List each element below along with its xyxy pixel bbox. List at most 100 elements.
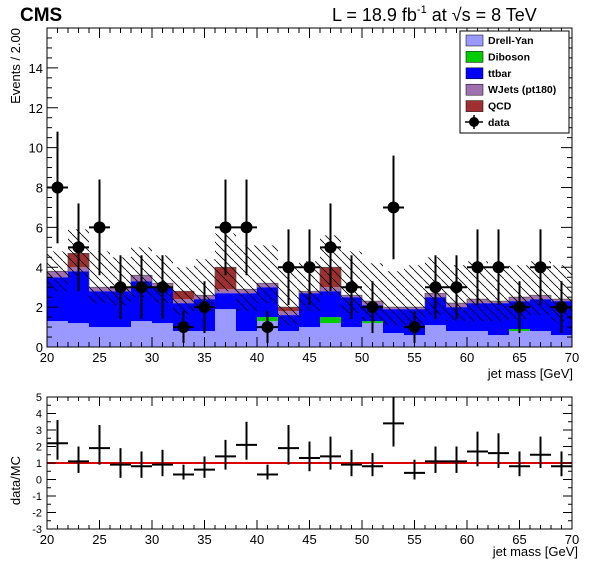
data-point [261, 321, 274, 334]
bar-segment [236, 331, 257, 347]
ratio-y-axis-label: data/MC [8, 456, 23, 505]
legend-label-drell-yan: Drell-Yan [488, 35, 534, 47]
bar-segment [551, 335, 572, 347]
ratio-x-tick-label: 35 [197, 532, 211, 547]
bar-segment [47, 321, 68, 347]
legend-label-data: data [488, 117, 510, 129]
data-point [198, 301, 211, 314]
data-point [450, 281, 463, 294]
svg-text:L = 18.9 fb-1 at √s = 8 TeV: L = 18.9 fb-1 at √s = 8 TeV [332, 4, 537, 25]
y-tick-label: 6 [36, 220, 43, 235]
bar-segment [425, 325, 446, 347]
data-point [366, 301, 379, 314]
data-point [492, 261, 505, 274]
ratio-y-tick-label: 1 [36, 458, 42, 470]
uncertainty-bin [236, 245, 257, 312]
lumi-mid: at [427, 5, 452, 25]
bar-segment [530, 331, 551, 347]
x-tick-label: 45 [302, 350, 316, 365]
legend-label-ttbar: ttbar [488, 68, 511, 80]
x-tick-label: 35 [197, 350, 211, 365]
uncertainty-bin [404, 265, 425, 326]
legend-swatch-ttbar [465, 67, 484, 80]
uncertainty-bin [173, 267, 194, 316]
x-tick-label: 30 [145, 350, 159, 365]
ratio-x-tick-label: 30 [145, 532, 159, 547]
ratio-x-axis-label: jet mass [GeV] [492, 544, 578, 559]
legend-swatch-diboson [465, 51, 484, 63]
bar-segment [383, 333, 404, 347]
bar-segment [488, 335, 509, 347]
ratio-y-tick-label: 2 [36, 442, 42, 454]
uncertainty-bin [257, 245, 278, 304]
bar-segment [131, 321, 152, 347]
ratio-x-tick-label: 50 [355, 532, 369, 547]
ratio-x-tick-label: 25 [92, 532, 106, 547]
ratio-x-tick-label: 20 [40, 532, 54, 547]
ratio-x-tick-label: 40 [250, 532, 264, 547]
x-tick-label: 40 [250, 350, 264, 365]
data-point [219, 221, 232, 234]
y-tick-label: 14 [29, 61, 43, 76]
bar-segment [278, 331, 299, 347]
ratio-y-tick-label: 4 [36, 409, 42, 421]
y-tick-label: 8 [36, 181, 43, 196]
data-point [513, 301, 526, 314]
data-points [47, 131, 572, 344]
uncertainty-bin [89, 251, 110, 304]
experiment-label: CMS [20, 5, 62, 26]
legend-swatch-qcd [465, 100, 484, 112]
lumi-label: L = 18.9 fb-1 at √s = 8 TeV [332, 4, 537, 25]
bar-segment [68, 271, 89, 324]
ratio-y-tick-label: -2 [32, 508, 42, 520]
data-point [135, 281, 148, 294]
lumi-prefix: L = 18.9 fb [332, 5, 417, 25]
ratio-x-tick-label: 55 [407, 532, 421, 547]
bar-segment [215, 309, 236, 347]
legend-box [459, 30, 570, 134]
main-axes-ticks: 20 25 30 35 40 45 50 55 60 65 70 0 2 4 6 8 10 12 14 [29, 27, 579, 365]
ratio-y-tick-label: -1 [32, 491, 42, 503]
y-tick-label: 10 [29, 141, 43, 156]
ratio-x-tick-label: 70 [565, 532, 579, 547]
bar-segment [467, 331, 488, 347]
legend-label-wjets-pt180: WJets (pt180) [488, 84, 556, 96]
bar-segment [215, 293, 236, 310]
ratio-y-tick-label: -3 [32, 524, 42, 536]
x-tick-label: 70 [565, 350, 579, 365]
x-tick-label: 50 [355, 350, 369, 365]
data-point [429, 281, 442, 294]
legend-label-diboson: Diboson [488, 51, 530, 63]
ratio-y-tick-label: 5 [36, 392, 42, 404]
bar-segment [110, 327, 131, 347]
bar-segment [68, 323, 89, 347]
main-x-axis-label: jet mass [GeV] [487, 366, 573, 381]
bar-segment [362, 323, 383, 347]
ratio-y-tick-label: 3 [36, 425, 42, 437]
x-tick-label: 65 [512, 350, 526, 365]
data-point [114, 281, 127, 294]
data-point [387, 201, 400, 214]
y-tick-label: 2 [36, 300, 43, 315]
legend-swatch-drell-yan [465, 34, 484, 47]
ratio-y-tick-label: 0 [36, 475, 42, 487]
uncertainty-bin [383, 271, 404, 326]
data-point [282, 261, 295, 274]
y-tick-label: 12 [29, 101, 43, 116]
energy-label: s = 8 TeV [462, 5, 537, 25]
legend: Drell-Yan Diboson ttbar WJets (pt180) QCD dat… [459, 30, 570, 134]
sqrt-symbol: √ [452, 5, 462, 25]
ratio-x-tick-label: 65 [512, 532, 526, 547]
data-point [471, 261, 484, 274]
lumi-exponent: -1 [417, 4, 427, 16]
bar-segment [446, 331, 467, 347]
legend-marker-data [469, 117, 479, 127]
data-point [345, 281, 358, 294]
data-point [408, 321, 421, 334]
data-point [324, 241, 337, 254]
ratio-x-tick-label: 45 [302, 532, 316, 547]
data-point [177, 321, 190, 334]
data-point [72, 241, 85, 254]
